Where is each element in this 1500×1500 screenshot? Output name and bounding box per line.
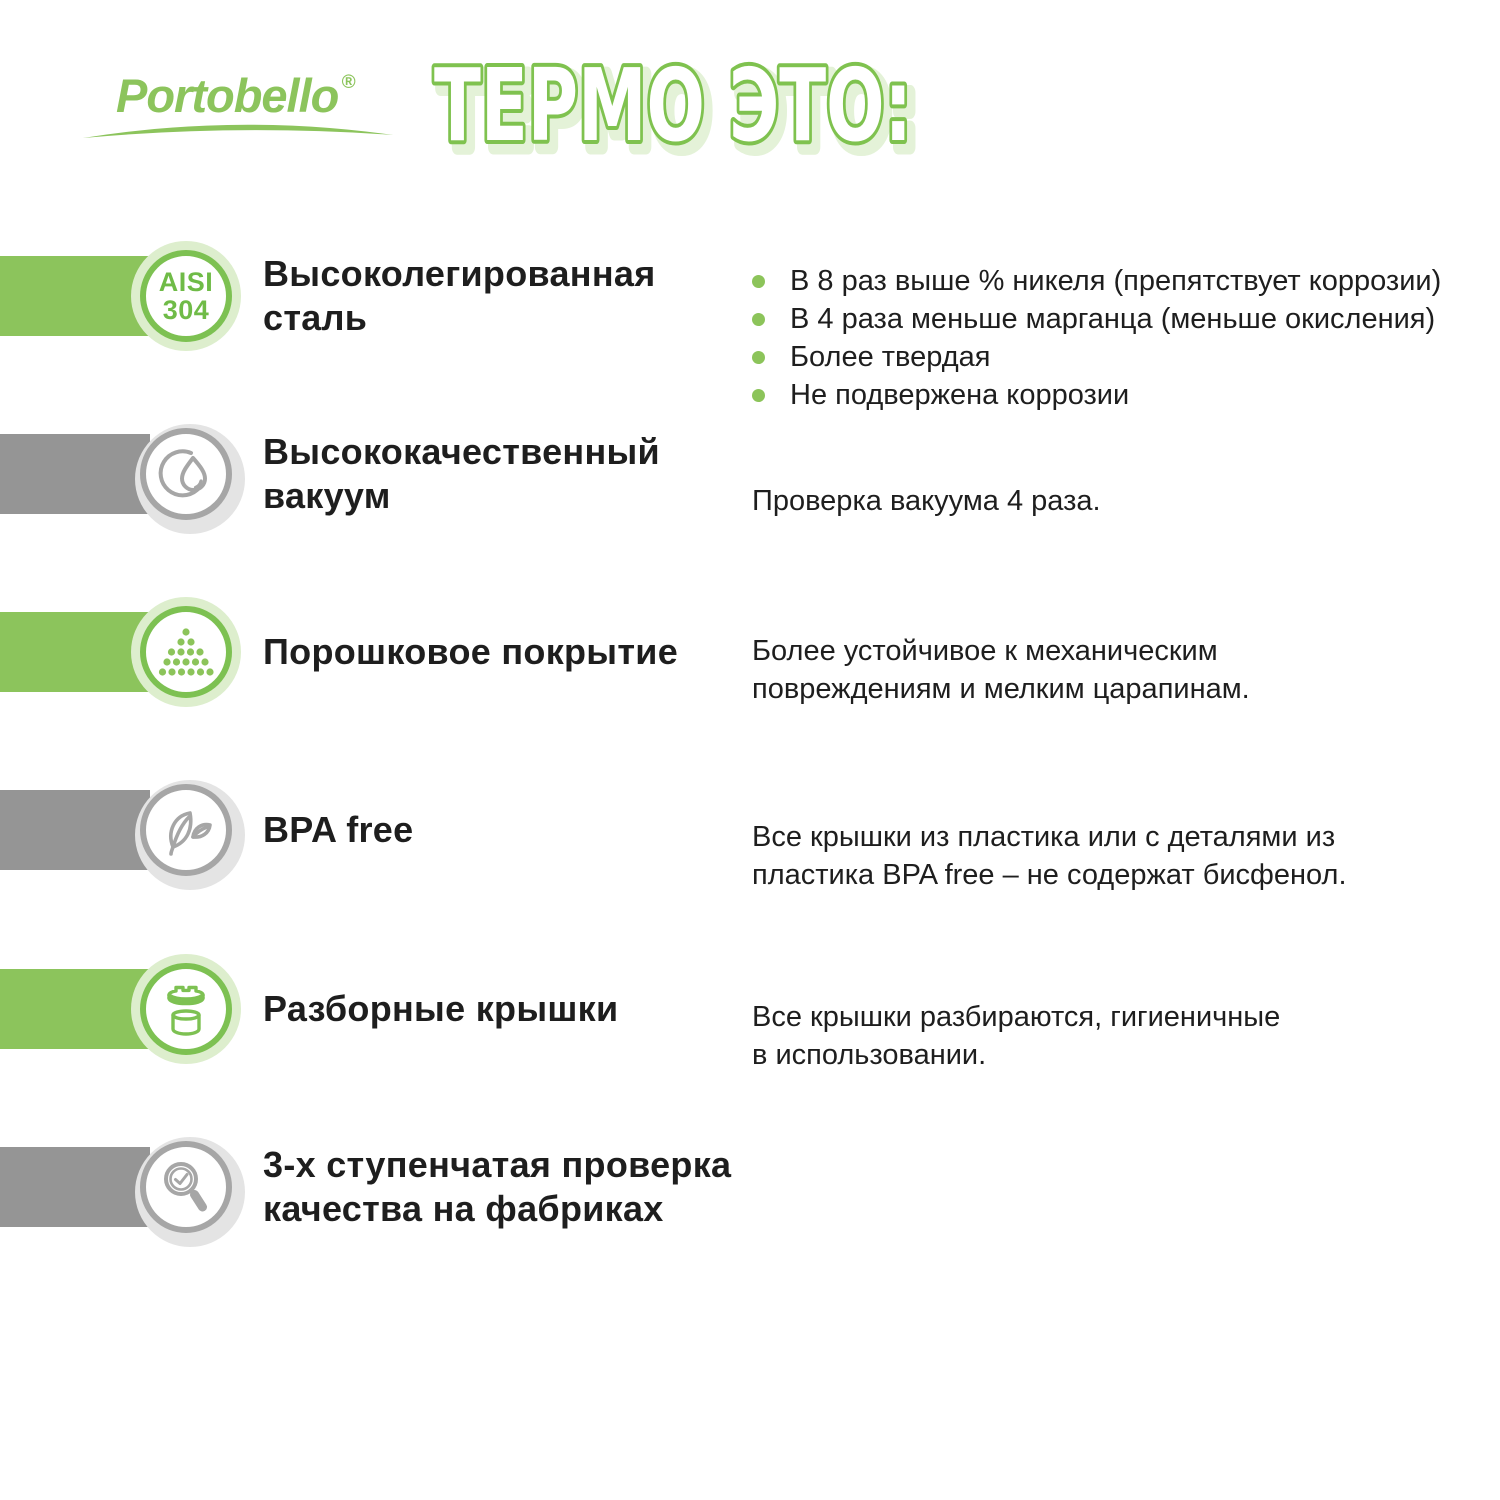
- feature-description: Более устойчивое к механическим поврежде…: [752, 635, 1250, 705]
- icon-circle: [135, 1137, 245, 1247]
- icon-circle: [135, 424, 245, 534]
- feature-description: Все крышки разбираются, гигиеничные в ис…: [752, 1001, 1281, 1071]
- list-item: Не подвержена коррозии: [752, 376, 1441, 414]
- aisi-304-badge: AISI 304: [159, 268, 214, 324]
- registered-trademark: ®: [341, 72, 355, 93]
- list-item: В 4 раза меньше марганца (меньше окислен…: [752, 300, 1441, 338]
- icon-ring: [140, 784, 232, 876]
- feature-title: Разборные крышки: [263, 988, 619, 1029]
- logo-swoosh: [83, 124, 393, 138]
- accent-bar: [0, 1147, 150, 1227]
- icon-ring: [140, 963, 232, 1055]
- bullet-dot-icon: [752, 312, 765, 326]
- lid-parts-icon: [167, 985, 205, 1036]
- feature-description: Проверка вакуума 4 раза.: [752, 485, 1101, 517]
- accent-bar: [0, 969, 150, 1049]
- accent-bar: [0, 612, 150, 692]
- bullet-text: В 8 раз выше % никеля (препятствует корр…: [790, 264, 1442, 297]
- bullet-dot-icon: [752, 274, 765, 288]
- leaves-icon: [169, 811, 212, 856]
- aisi-badge-line1: AISI: [158, 267, 214, 297]
- magnifier-check-icon: [164, 1162, 207, 1212]
- icon-circle: [131, 597, 241, 707]
- brand-name: Portobello: [116, 69, 339, 122]
- feature-description: Все крышки из пластика или с деталями из…: [752, 821, 1347, 891]
- icon-ring: [140, 1141, 232, 1233]
- accent-bar: [0, 790, 150, 870]
- aisi-badge-line2: 304: [162, 295, 210, 325]
- powder-dots-icon: [158, 628, 214, 676]
- bullet-text: Не подвержена коррозии: [790, 378, 1130, 411]
- icon-circle: [131, 954, 241, 1064]
- icon-ring: [140, 428, 232, 520]
- page-title: ТЕРМО ЭТО: ТЕРМО ЭТО:: [430, 52, 926, 170]
- bullet-dot-icon: [752, 388, 765, 402]
- bullet-text: В 4 раза меньше марганца (меньше окислен…: [790, 302, 1436, 335]
- accent-bar: [0, 434, 150, 514]
- feature-title: Порошковое покрытие: [263, 631, 679, 672]
- icon-ring: AISI 304: [140, 250, 232, 342]
- feature-title: BPA free: [263, 809, 414, 850]
- bullet-dot-icon: [752, 350, 765, 364]
- feature-title: Высоколегированная сталь: [263, 253, 656, 338]
- list-item: В 8 раз выше % никеля (препятствует корр…: [752, 262, 1441, 300]
- brand-logo: Portobello ®: [116, 68, 355, 123]
- icon-ring: [140, 606, 232, 698]
- icon-circle: [135, 780, 245, 890]
- page-title-shadow: ТЕРМО ЭТО:: [440, 54, 918, 170]
- feature-title: 3-х ступенчатая проверка качества на фаб…: [263, 1144, 732, 1229]
- icon-circle: AISI 304: [131, 241, 241, 351]
- bullet-text: Более твердая: [790, 340, 991, 373]
- feature-bullet-list: В 8 раз выше % никеля (препятствует корр…: [752, 262, 1441, 414]
- list-item: Более твердая: [752, 338, 1441, 376]
- water-drop-icon: [158, 449, 207, 498]
- accent-bar: [0, 256, 150, 336]
- feature-title: Высококачественный вакуум: [263, 431, 660, 516]
- page-title-text: ТЕРМО ЭТО:: [434, 52, 912, 164]
